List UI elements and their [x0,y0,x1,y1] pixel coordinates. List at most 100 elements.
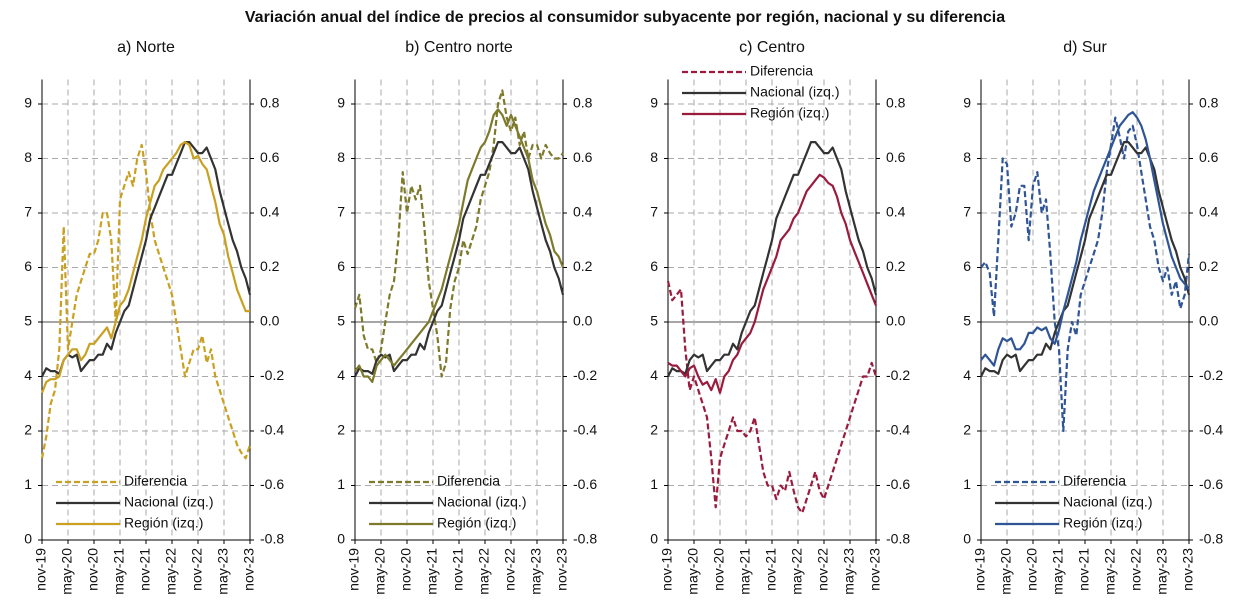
y-tick-label: 6 [24,258,32,274]
y2-tick-label: 0.6 [573,149,593,165]
y-tick-label: 7 [337,204,345,220]
legend-label: Nacional (izq.) [124,494,213,510]
y2-tick-label: -0.2 [1199,367,1223,383]
y-tick-label: 4 [963,367,971,383]
y2-tick-label: -0.6 [260,476,284,492]
y-tick-label: 7 [650,204,658,220]
y-tick-label: 9 [24,95,32,111]
y2-tick-label: 0.0 [1199,313,1219,329]
x-tick-label: may-22 [163,548,179,595]
x-tick-label: nov-22 [815,548,831,591]
panel-title: b) Centro norte [405,39,513,56]
x-tick-label: nov-23 [241,548,257,591]
x-tick-label: nov-19 [33,548,49,591]
y2-tick-label: 0.0 [886,313,906,329]
x-tick-label: nov-19 [346,548,362,591]
y2-tick-label: -0.6 [886,476,910,492]
y-tick-label: 8 [337,149,345,165]
x-tick-label: may-20 [998,548,1014,595]
y-tick-label: 6 [337,258,345,274]
x-tick-label: may-23 [215,548,231,595]
x-tick-label: nov-23 [867,548,883,591]
x-tick-label: may-20 [372,548,388,595]
legend-label: Diferencia [124,473,187,489]
y-tick-label: 9 [963,95,971,111]
y-tick-label: 7 [24,204,32,220]
x-tick-label: nov-20 [711,548,727,591]
y-tick-label: 5 [24,313,32,329]
series-line [354,141,565,378]
y2-tick-label: -0.6 [1199,476,1223,492]
legend-label: Región (izq.) [124,515,203,531]
x-tick-label: nov-20 [1024,548,1040,591]
series-line [980,116,1191,433]
x-tick-label: nov-21 [137,548,153,591]
y-tick-label: 0 [337,531,345,547]
y-tick-label: 7 [963,204,971,220]
panel-title: a) Norte [117,39,175,56]
series-line [667,173,878,394]
x-tick-label: may-21 [1050,548,1066,595]
x-tick-label: nov-23 [554,548,570,591]
y2-tick-label: -0.4 [260,422,284,438]
series-line [40,141,250,394]
x-tick-label: may-23 [1154,548,1170,595]
y2-tick-label: -0.4 [573,422,597,438]
y2-tick-label: -0.2 [573,367,597,383]
y2-tick-label: -0.2 [260,367,284,383]
x-tick-label: may-23 [841,548,857,595]
y-tick-label: 2 [963,422,971,438]
y2-tick-label: 0.8 [886,95,906,111]
x-tick-label: may-23 [528,548,544,595]
series-line [41,141,252,378]
y2-tick-label: 0.4 [886,204,906,220]
y-tick-label: 4 [24,367,32,383]
legend-label: Diferencia [750,63,813,79]
y-tick-label: 4 [337,367,345,383]
x-tick-label: nov-21 [763,548,779,591]
x-tick-label: nov-22 [502,548,518,591]
y2-tick-label: -0.8 [573,531,597,547]
legend-label: Nacional (izq.) [437,494,526,510]
series-line [980,141,1191,378]
x-tick-label: may-22 [476,548,492,595]
y2-tick-label: -0.8 [886,531,910,547]
x-tick-label: nov-22 [1128,548,1144,591]
series-line [354,108,565,383]
y2-tick-label: 0.0 [260,313,280,329]
y-tick-label: 1 [24,476,32,492]
panel-title: c) Centro [739,39,805,56]
y2-tick-label: 0.8 [260,95,280,111]
series-line [667,141,878,378]
y-tick-label: 1 [337,476,345,492]
y2-tick-label: 0.8 [1199,95,1219,111]
series-line [980,111,1190,367]
y2-tick-label: 0.2 [260,258,280,274]
x-tick-label: may-20 [59,548,75,595]
x-tick-label: nov-23 [1180,548,1196,591]
x-tick-label: nov-20 [85,548,101,591]
x-tick-label: nov-20 [398,548,414,591]
y2-tick-label: -0.8 [1199,531,1223,547]
y-tick-label: 8 [650,149,658,165]
y-tick-label: 0 [650,531,658,547]
x-tick-label: nov-19 [972,548,988,591]
x-tick-label: may-22 [789,548,805,595]
y2-tick-label: 0.6 [886,149,906,165]
y-tick-label: 0 [24,531,32,547]
legend-label: Diferencia [1063,473,1126,489]
y-tick-label: 2 [337,422,345,438]
y-tick-label: 6 [963,258,971,274]
legend-label: Nacional (izq.) [750,84,839,100]
y-tick-label: 9 [337,95,345,111]
y2-tick-label: -0.2 [886,367,910,383]
y2-tick-label: 0.6 [1199,149,1219,165]
x-tick-label: nov-21 [1076,548,1092,591]
y-tick-label: 1 [963,476,971,492]
x-tick-label: nov-22 [189,548,205,591]
y2-tick-label: 0.4 [260,204,280,220]
y-tick-label: 5 [963,313,971,329]
legend-label: Región (izq.) [750,105,829,121]
y2-tick-label: 0.8 [573,95,593,111]
